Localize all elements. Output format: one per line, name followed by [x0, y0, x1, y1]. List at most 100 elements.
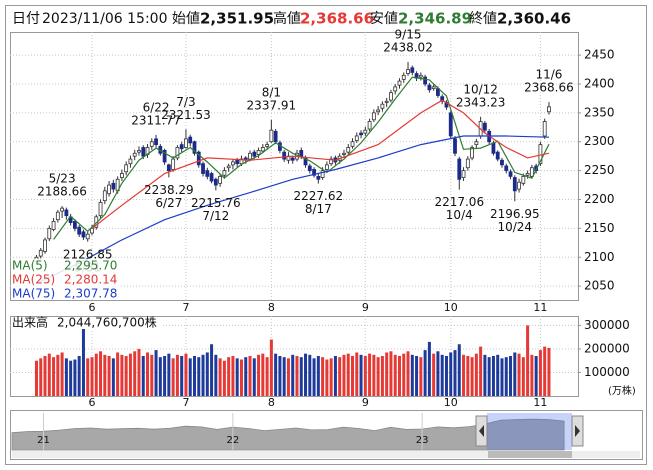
candle-body — [137, 150, 141, 153]
legend-box — [11, 259, 121, 299]
volume-bar — [210, 344, 214, 396]
candle-body — [222, 170, 227, 176]
volume-bar — [346, 353, 350, 396]
candle-body — [482, 122, 487, 131]
close-value: 2,360.46 — [497, 10, 571, 28]
navigator-label: 21 — [37, 435, 50, 446]
legend-name: MA(75) — [12, 287, 55, 301]
candle-body — [380, 103, 385, 109]
candle-body — [51, 221, 56, 230]
annotation-price: 2311.77 — [131, 113, 181, 127]
candle-body — [453, 138, 457, 154]
volume-bar — [423, 350, 427, 396]
candle-body — [149, 141, 154, 147]
annotation-price: 2368.66 — [524, 81, 574, 95]
volume-bar — [192, 356, 196, 396]
volume-bar — [201, 354, 205, 396]
volume-bar — [436, 351, 440, 396]
volume-bar — [363, 356, 367, 396]
candle-body — [290, 157, 295, 161]
low-value: 2,346.89 — [398, 10, 472, 28]
volume-bar — [274, 353, 278, 396]
volume-bar — [338, 357, 342, 396]
volume-bar — [184, 353, 188, 396]
volume-bar — [244, 357, 248, 396]
volume-bar — [171, 358, 175, 396]
candle-body — [427, 84, 432, 91]
candle-body — [401, 74, 406, 80]
volume-bar — [94, 353, 98, 396]
x-tick-label: 10 — [444, 396, 458, 409]
volume-bar — [427, 341, 431, 396]
y-tick-label: 2450 — [584, 48, 615, 62]
volume-bar — [534, 356, 538, 396]
candle-body — [235, 159, 240, 165]
navigator-selection[interactable] — [487, 413, 572, 450]
volume-bar — [351, 356, 355, 396]
candle-body — [418, 74, 423, 78]
candle-body — [282, 151, 287, 160]
candle-body — [188, 136, 193, 144]
candle-body — [371, 112, 376, 121]
candle-body — [299, 150, 304, 157]
volume-bar — [316, 356, 320, 396]
volume-bar — [397, 356, 401, 396]
volume-bar — [304, 353, 308, 396]
legend-value: 2,295.70 — [64, 259, 117, 273]
volume-bar — [444, 356, 448, 396]
navigator-label: 23 — [416, 435, 429, 446]
date-label: 日付 — [12, 11, 40, 27]
handle-arrow — [575, 425, 580, 437]
volume-bar — [530, 354, 534, 396]
annotation-price: 2217.06 — [434, 195, 484, 209]
volume-bar — [500, 358, 504, 396]
volume-bar — [312, 358, 316, 396]
volume-bar — [299, 357, 303, 396]
candle-body — [201, 163, 205, 174]
volume-bar — [60, 352, 64, 396]
y-tick-label: 2300 — [584, 134, 615, 148]
candle-body — [354, 135, 359, 141]
y-tick-label: 2200 — [584, 192, 615, 206]
ma-line — [36, 135, 550, 284]
candle-body — [307, 165, 312, 172]
annotation-price: 2438.02 — [383, 41, 433, 55]
plot-layer: 6 7 8 9 10 11 2050 2100 2150 2200 2250 2300 2350 2400… — [10, 28, 636, 451]
annotation-price: 2337.91 — [247, 98, 297, 112]
annotation-price: 2227.62 — [294, 189, 344, 203]
annotation-date: 9/15 — [395, 28, 422, 42]
volume-bar — [308, 354, 312, 396]
volume-bar — [227, 357, 231, 396]
scrollbar[interactable] — [12, 451, 640, 458]
candle-body — [504, 165, 509, 172]
candle-body — [440, 96, 445, 102]
candle-body — [542, 121, 547, 137]
volume-panel — [10, 316, 579, 397]
volume-bar — [43, 356, 47, 396]
candle-body — [218, 175, 223, 184]
candle-body — [359, 132, 363, 136]
volume-bar — [355, 352, 359, 396]
candle-body — [55, 211, 60, 221]
candle-body — [81, 231, 86, 238]
volume-bar — [86, 358, 90, 396]
low-label: 安値 — [370, 11, 398, 27]
volume-bar — [154, 350, 158, 396]
candle-body — [346, 147, 351, 153]
volume-bar — [205, 352, 209, 396]
volume-bar — [141, 356, 145, 396]
candle-body — [389, 92, 393, 101]
candle-body — [102, 190, 107, 202]
x-tick-label: 9 — [362, 301, 369, 314]
candle-body — [367, 121, 372, 130]
volume-bar — [163, 356, 167, 396]
volume-bar — [278, 356, 282, 396]
volume-bar — [449, 352, 453, 396]
volume-bar — [547, 347, 551, 396]
scrollbar-thumb[interactable] — [488, 451, 572, 458]
volume-bar — [517, 353, 521, 396]
x-tick-label: 6 — [88, 301, 95, 314]
volume-bar — [150, 354, 154, 396]
volume-bar — [77, 356, 81, 396]
candle-body — [273, 130, 278, 143]
